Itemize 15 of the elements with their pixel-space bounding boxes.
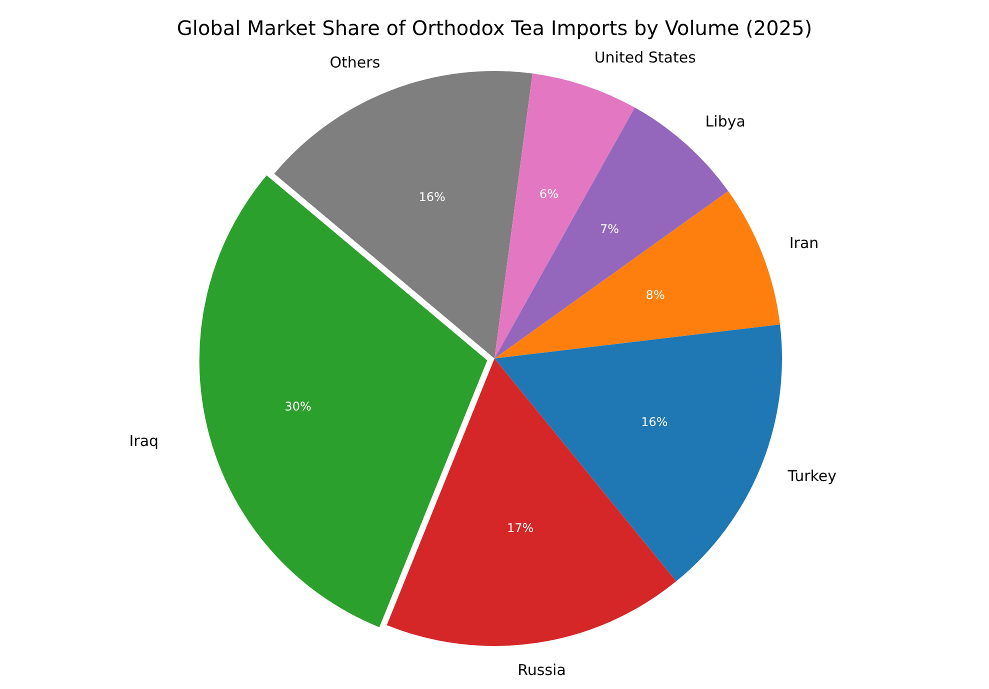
- data-label: 8%: [646, 288, 665, 302]
- data-label: 17%: [506, 521, 534, 536]
- data-label: 6%: [539, 186, 558, 201]
- slice-label: Iran: [789, 234, 819, 252]
- chart-title: Global Market Share of Orthodox Tea Imports by Volume (2025): [176, 16, 812, 40]
- data-label: 30%: [284, 400, 312, 414]
- slice-label: United States: [594, 48, 696, 66]
- slice-label: Turkey: [786, 466, 837, 485]
- data-label: 7%: [600, 222, 619, 236]
- slice-label: Russia: [518, 661, 566, 680]
- data-label: 16%: [418, 190, 446, 204]
- slice-label: Libya: [705, 112, 746, 131]
- slice-label: Iraq: [129, 432, 159, 450]
- data-label: 16%: [641, 415, 668, 430]
- slice-label: Others: [330, 54, 380, 72]
